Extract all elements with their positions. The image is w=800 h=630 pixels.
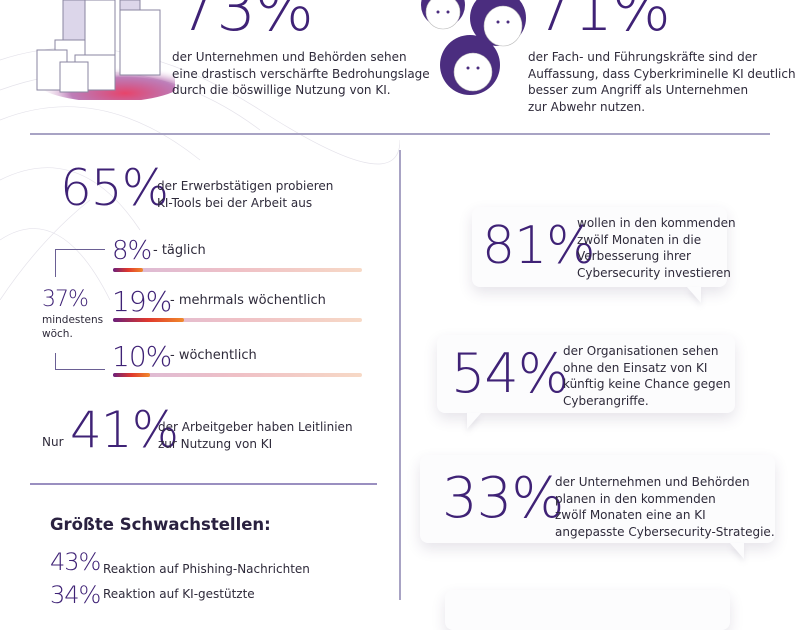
usage-progress-bar xyxy=(113,318,362,322)
bubble-text: der Organisationen sehen ohne den Einsatz… xyxy=(563,344,731,408)
usage-item-value: 19% xyxy=(112,285,172,318)
speech-bubble-81: 81% wollen in den kommenden zwölf Monaten… xyxy=(472,207,736,303)
bracket-bottom-vertical xyxy=(55,353,56,369)
usage-progress-fill xyxy=(113,268,143,272)
usage-progress-fill xyxy=(113,318,184,322)
summary-label: mindestens wöch. xyxy=(42,314,104,340)
weakness-value: 43% xyxy=(50,548,101,576)
stat-73-value: 73% xyxy=(178,0,314,45)
usage-item-value: 10% xyxy=(112,340,172,373)
usage-item-label: - wöchentlich xyxy=(170,348,257,363)
speech-bubble-54: 54% der Organisationen sehen ohne den Ein… xyxy=(437,335,735,429)
divider-top xyxy=(30,133,770,135)
bracket-bottom xyxy=(55,369,105,370)
weakness-value: 34% xyxy=(50,581,101,609)
people-faces-illustration xyxy=(421,0,526,95)
bubble-value: 81% xyxy=(482,216,596,276)
guidelines-prefix: Nur xyxy=(42,435,64,449)
weakness-text: Reaktion auf Phishing-Nachrichten xyxy=(103,562,310,576)
bubble-value: 54% xyxy=(451,342,569,405)
guidelines-text: der Arbeitgeber haben Leitlinien zur Nutz… xyxy=(158,420,353,451)
stat-71-value: 71% xyxy=(535,0,671,45)
guidelines-value: 41% xyxy=(70,401,179,459)
usage-progress-bar xyxy=(113,268,362,272)
stat-73-text: der Unternehmen und Behörden sehen eine d… xyxy=(172,50,430,97)
bubble-value: 33% xyxy=(442,466,564,531)
stat-71-text: der Fach- und Führungskräfte sind der Auf… xyxy=(528,50,796,114)
divider-left xyxy=(30,483,377,485)
usage-progress-bar xyxy=(113,373,362,377)
usage-text: der Erwerbstätigen probieren KI-Tools bei… xyxy=(157,179,334,210)
usage-item-label: - täglich xyxy=(153,243,206,258)
weakness-text: Reaktion auf KI-gestützte xyxy=(103,587,255,601)
speech-bubble-33: 33% der Unternehmen und Behörden planen i… xyxy=(420,455,775,559)
summary-value: 37% xyxy=(42,287,89,312)
speech-bubble-partial xyxy=(445,590,730,630)
bubble-text: wollen in den kommenden zwölf Monaten in … xyxy=(577,216,736,280)
divider-vertical xyxy=(399,150,401,600)
city-buildings-illustration xyxy=(35,0,175,100)
usage-item-label: - mehrmals wöchentlich xyxy=(170,293,326,308)
usage-progress-fill xyxy=(113,373,151,377)
bracket-top xyxy=(55,249,105,250)
usage-value: 65% xyxy=(60,159,169,217)
bracket-top-vertical xyxy=(55,249,56,277)
weaknesses-title: Größte Schwachstellen: xyxy=(50,515,271,534)
usage-item-value: 8% xyxy=(112,236,152,266)
bubble-text: der Unternehmen und Behörden planen in de… xyxy=(555,475,775,539)
